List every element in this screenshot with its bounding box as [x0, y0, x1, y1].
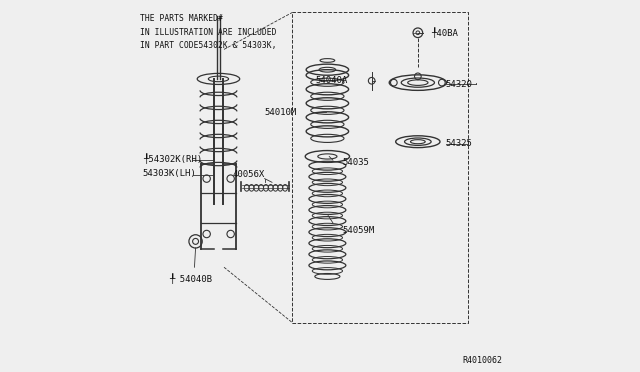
Text: ╀ 54040B: ╀ 54040B: [168, 273, 212, 284]
Text: 54320: 54320: [445, 80, 472, 89]
Text: 54059M: 54059M: [343, 226, 375, 235]
Text: 54303K(LH): 54303K(LH): [143, 169, 196, 177]
Text: 54040A: 54040A: [316, 76, 348, 85]
Text: 54010M: 54010M: [265, 108, 297, 117]
Text: 54325: 54325: [445, 139, 472, 148]
Text: 54035: 54035: [342, 157, 369, 167]
Text: 40056X: 40056X: [232, 170, 264, 179]
Text: R4010062: R4010062: [463, 356, 503, 365]
Text: ╀40BA: ╀40BA: [431, 28, 458, 38]
Text: ╀54302K(RH): ╀54302K(RH): [143, 153, 202, 164]
Text: THE PARTS MARKED#
IN ILLUSTRATION ARE INCLUDED
IN PART CODE54302K & 54303K,: THE PARTS MARKED# IN ILLUSTRATION ARE IN…: [140, 14, 276, 50]
